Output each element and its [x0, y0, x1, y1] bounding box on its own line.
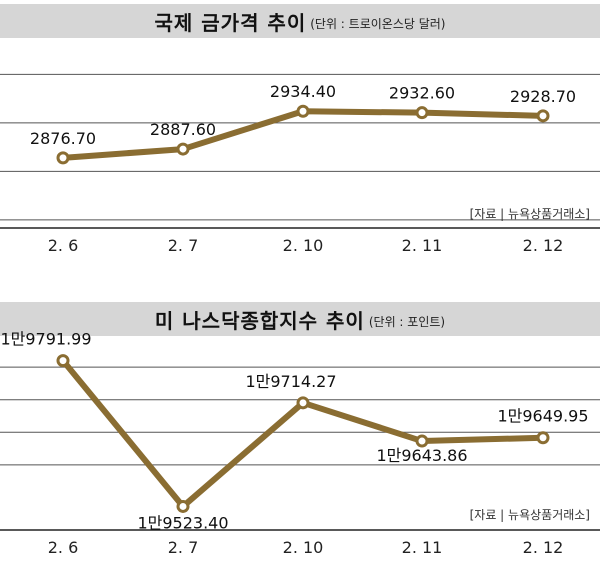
nasdaq-chart-unit: (단위 : 포인트): [368, 314, 446, 329]
x-tick-label: 2. 11: [401, 538, 443, 557]
data-label: 1만9643.86: [376, 446, 467, 465]
data-point: [296, 396, 310, 410]
gold-chart-title: 국제 금가격 추이: [154, 10, 307, 35]
data-point: [296, 104, 310, 118]
gold-chart-x-axis: 2. 6 2. 7 2. 10 2. 11 2. 12: [0, 228, 600, 268]
nasdaq-chart-title: 미 나스닥종합지수 추이: [154, 308, 365, 333]
data-label: 2876.70: [30, 129, 96, 148]
data-point: [536, 109, 550, 123]
x-tick-label: 2. 7: [167, 538, 199, 557]
data-label: 2928.70: [510, 87, 576, 106]
nasdaq-chart-x-axis: 2. 6 2. 7 2. 10 2. 11 2. 12: [0, 530, 600, 570]
nasdaq-chart-title-bar: 미 나스닥종합지수 추이 (단위 : 포인트): [0, 302, 600, 336]
data-point: [176, 499, 190, 513]
x-tick-label: 2. 7: [167, 236, 199, 255]
data-point: [415, 106, 429, 120]
gold-chart-plot: 2876.70 2887.60 2934.40 2932.60 2928.70: [0, 73, 600, 229]
gold-chart-unit: (단위 : 트로이온스당 달러): [310, 16, 446, 31]
data-label: 2932.60: [389, 84, 455, 103]
data-point: [536, 431, 550, 445]
nasdaq-chart-source: [자료 | 뉴욕상품거래소]: [469, 508, 590, 522]
x-tick-label: 2. 11: [401, 236, 443, 255]
x-tick-label: 2. 10: [282, 538, 324, 557]
data-point: [415, 434, 429, 448]
x-tick-label: 2. 12: [522, 538, 564, 557]
data-label: 2934.40: [270, 82, 336, 101]
x-tick-label: 2. 12: [522, 236, 564, 255]
data-label: 1만9791.99: [0, 330, 91, 349]
gold-price-chart: 국제 금가격 추이 (단위 : 트로이온스당 달러) 2876.70 2887.6…: [0, 0, 600, 272]
gold-chart-source: [자료 | 뉴욕상품거래소]: [469, 207, 590, 221]
x-tick-label: 2. 10: [282, 236, 324, 255]
nasdaq-chart: 미 나스닥종합지수 추이 (단위 : 포인트) 1만9791.99 1만9523.…: [0, 292, 600, 578]
nasdaq-chart-plot: 1만9791.99 1만9523.40 1만9714.27 1만9643.86 1만96…: [0, 330, 600, 532]
data-label: 1만9714.27: [245, 372, 336, 391]
data-point: [56, 151, 70, 165]
gold-chart-title-bar: 국제 금가격 추이 (단위 : 트로이온스당 달러): [0, 4, 600, 38]
x-tick-label: 2. 6: [47, 236, 79, 255]
data-point: [56, 354, 70, 368]
data-label: 1만9523.40: [137, 513, 228, 532]
data-label: 1만9649.95: [497, 407, 588, 426]
data-label: 2887.60: [150, 120, 216, 139]
data-point: [176, 142, 190, 156]
x-tick-label: 2. 6: [47, 538, 79, 557]
series-line: [60, 108, 546, 161]
